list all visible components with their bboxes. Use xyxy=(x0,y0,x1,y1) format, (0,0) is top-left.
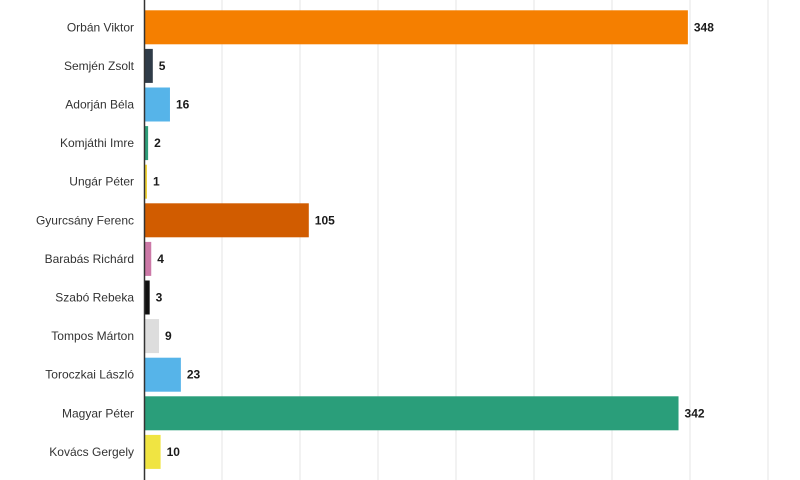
bar-gyurcsany-ferenc xyxy=(145,203,309,238)
value-label: 2 xyxy=(154,136,161,150)
value-label: 3 xyxy=(156,291,163,305)
category-label: Szabó Rebeka xyxy=(55,291,134,305)
category-label: Orbán Viktor xyxy=(67,20,134,34)
value-label: 4 xyxy=(157,252,164,266)
bars xyxy=(145,10,688,469)
category-label: Gyurcsány Ferenc xyxy=(36,213,134,227)
value-label: 9 xyxy=(165,329,172,343)
bar-adorjan-bela xyxy=(145,87,170,122)
category-labels: Orbán Viktor Semjén Zsolt Adorján Béla Komj… xyxy=(36,20,135,459)
bar-semjen-zsolt xyxy=(145,48,153,83)
category-label: Toroczkai László xyxy=(45,368,134,382)
value-label: 1 xyxy=(153,175,160,189)
gridlines xyxy=(221,0,769,480)
value-label: 348 xyxy=(694,20,714,34)
value-labels: 348 5 16 2 1 105 4 3 9 23 342 10 xyxy=(153,20,714,459)
value-label: 23 xyxy=(187,368,201,382)
bar-toroczkai-laszlo xyxy=(145,357,181,392)
bar-ungar-peter xyxy=(145,164,147,199)
bar-tompos-marton xyxy=(145,319,160,354)
value-label: 342 xyxy=(685,406,705,420)
bar-magyar-peter xyxy=(145,396,679,431)
category-label: Semjén Zsolt xyxy=(64,59,135,73)
bar-komjathi-imre xyxy=(145,126,149,161)
value-label: 5 xyxy=(159,59,166,73)
category-label: Kovács Gergely xyxy=(49,445,134,459)
category-label: Adorján Béla xyxy=(65,98,134,112)
category-label: Magyar Péter xyxy=(62,406,134,420)
bar-orban-viktor xyxy=(145,10,688,45)
value-label: 105 xyxy=(315,213,335,227)
category-label: Barabás Richárd xyxy=(45,252,134,266)
bar-kovacs-gergely xyxy=(145,434,161,469)
value-label: 10 xyxy=(167,445,181,459)
category-label: Ungár Péter xyxy=(69,175,134,189)
bar-szabo-rebeka xyxy=(145,280,150,315)
value-label: 16 xyxy=(176,98,190,112)
bar-barabas-richard xyxy=(145,241,152,276)
category-label: Tompos Márton xyxy=(51,329,134,343)
category-label: Komjáthi Imre xyxy=(60,136,134,150)
